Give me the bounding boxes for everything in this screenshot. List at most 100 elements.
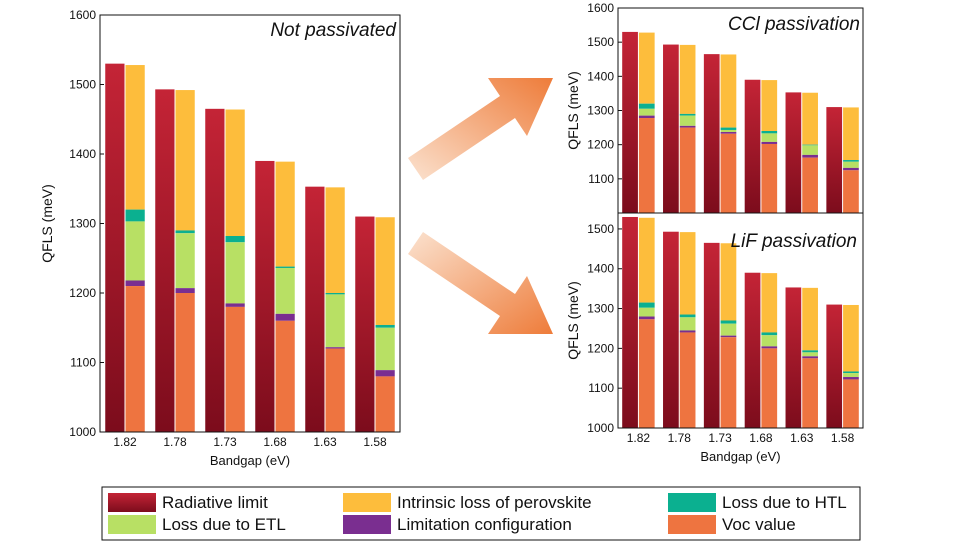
x-tick-label: 1.63 bbox=[790, 431, 814, 445]
bar-limitation-configuration bbox=[720, 335, 737, 338]
bar-intrinsic-loss bbox=[802, 287, 818, 351]
y-tick-label: 1200 bbox=[587, 138, 614, 152]
plot-frame bbox=[617, 212, 864, 429]
x-tick-label: 1.63 bbox=[313, 435, 337, 449]
legend-swatch-intrinsic bbox=[343, 493, 391, 512]
bar-voc-value bbox=[802, 358, 818, 428]
bar-voc-value bbox=[375, 376, 395, 432]
legend-swatch-htl bbox=[668, 493, 716, 512]
bar-intrinsic-loss bbox=[761, 273, 778, 333]
bar-voc-value bbox=[275, 320, 295, 432]
bar-voc-value bbox=[802, 157, 818, 213]
bar-limitation-configuration bbox=[325, 347, 345, 349]
arrow-up-to-ccl bbox=[408, 78, 553, 180]
bar-loss-htl bbox=[125, 209, 145, 222]
bar-intrinsic-loss bbox=[125, 65, 145, 210]
bar-voc-value bbox=[761, 348, 778, 428]
bar-intrinsic-loss bbox=[325, 187, 345, 293]
panel-title: CCl passivation bbox=[728, 14, 860, 35]
legend-frame bbox=[101, 486, 861, 541]
x-tick-label: 1.73 bbox=[708, 431, 732, 445]
bar-loss-etl bbox=[843, 373, 859, 378]
y-tick-label: 1200 bbox=[587, 341, 614, 355]
bar-loss-etl bbox=[761, 133, 778, 142]
chart-panel-1: 1.82 1.78 1.73 1.68 1.63 1.58 1000 1100 1200 1300… bbox=[39, 8, 401, 468]
bar-intrinsic-loss bbox=[843, 107, 859, 161]
bar-loss-etl bbox=[225, 242, 245, 304]
bar-radiative-limit bbox=[205, 108, 225, 432]
bar-radiative-limit bbox=[826, 107, 843, 213]
bar-loss-htl bbox=[275, 266, 295, 268]
bar-radiative-limit bbox=[105, 63, 125, 433]
bar-voc-value bbox=[679, 332, 696, 428]
y-tick-label: 1300 bbox=[587, 104, 614, 118]
bar-intrinsic-loss bbox=[638, 32, 655, 104]
bar-limitation-configuration bbox=[802, 356, 818, 359]
y-tick-label: 1100 bbox=[588, 381, 614, 395]
bar-radiative-limit bbox=[622, 216, 638, 428]
y-tick-label: 1100 bbox=[70, 356, 96, 370]
bar-radiative-limit bbox=[355, 216, 375, 432]
y-tick-label: 1100 bbox=[588, 172, 614, 186]
bar-intrinsic-loss bbox=[175, 90, 195, 231]
bar-intrinsic-loss bbox=[720, 54, 737, 128]
x-tick-label: 1.68 bbox=[749, 431, 773, 445]
x-axis-label: Bandgap (eV) bbox=[210, 453, 290, 468]
bar-loss-etl bbox=[720, 323, 737, 336]
y-tick-label: 1600 bbox=[587, 1, 614, 15]
y-tick-label: 1400 bbox=[69, 147, 96, 161]
bar-radiative-limit bbox=[826, 304, 843, 428]
bar-voc-value bbox=[638, 118, 655, 213]
legend-swatch-limitation bbox=[343, 515, 391, 534]
bar-loss-htl bbox=[802, 144, 818, 146]
bar-voc-value bbox=[175, 293, 195, 432]
plot-frame bbox=[617, 7, 864, 214]
bar-intrinsic-loss bbox=[679, 232, 696, 315]
bar-loss-htl bbox=[679, 113, 696, 116]
y-tick-label: 1500 bbox=[69, 78, 96, 92]
bar-loss-htl bbox=[720, 320, 737, 324]
bar-limitation-configuration bbox=[638, 316, 655, 320]
bar-loss-etl bbox=[375, 327, 395, 371]
bar-limitation-configuration bbox=[679, 125, 696, 128]
arrow-down-to-lif bbox=[408, 232, 553, 334]
bar-radiative-limit bbox=[255, 160, 275, 432]
bar-voc-value bbox=[325, 348, 345, 432]
panels: 1.82 1.78 1.73 1.68 1.63 1.58 1000 1100 1200 1300… bbox=[39, 1, 864, 468]
bar-radiative-limit bbox=[785, 92, 802, 213]
bar-loss-htl bbox=[325, 293, 345, 295]
x-tick-label: 1.78 bbox=[668, 431, 692, 445]
bar-loss-htl bbox=[375, 324, 395, 328]
bar-intrinsic-loss bbox=[225, 109, 245, 237]
x-tick-label: 1.82 bbox=[627, 431, 651, 445]
bar-loss-htl bbox=[679, 314, 696, 318]
legend-swatch-voc bbox=[668, 515, 716, 534]
bar-voc-value bbox=[679, 127, 696, 213]
bar-loss-htl bbox=[720, 127, 737, 130]
bar-limitation-configuration bbox=[175, 288, 195, 293]
bar-intrinsic-loss bbox=[638, 217, 655, 303]
bar-intrinsic-loss bbox=[843, 304, 859, 372]
plot-frame bbox=[99, 14, 401, 433]
bar-radiative-limit bbox=[744, 272, 761, 428]
y-tick-label: 1500 bbox=[587, 35, 614, 49]
legend-label-radiative: Radiative limit bbox=[162, 493, 268, 512]
bar-radiative-limit bbox=[744, 79, 761, 213]
bar-limitation-configuration bbox=[761, 141, 778, 144]
y-tick-label: 1000 bbox=[69, 425, 96, 439]
bar-radiative-limit bbox=[785, 287, 802, 428]
bar-loss-etl bbox=[679, 317, 696, 331]
bar-loss-etl bbox=[761, 335, 778, 347]
bar-loss-etl bbox=[275, 267, 295, 314]
y-tick-label: 1300 bbox=[69, 217, 96, 231]
bar-loss-etl bbox=[720, 129, 737, 133]
arrows bbox=[408, 78, 553, 334]
bar-voc-value bbox=[225, 306, 245, 432]
legend-swatch-radiative bbox=[108, 493, 156, 512]
bar-limitation-configuration bbox=[843, 167, 859, 171]
y-tick-label: 1400 bbox=[587, 262, 614, 276]
bar-limitation-configuration bbox=[638, 115, 655, 119]
bar-radiative-limit bbox=[703, 242, 720, 428]
bar-limitation-configuration bbox=[225, 303, 245, 307]
